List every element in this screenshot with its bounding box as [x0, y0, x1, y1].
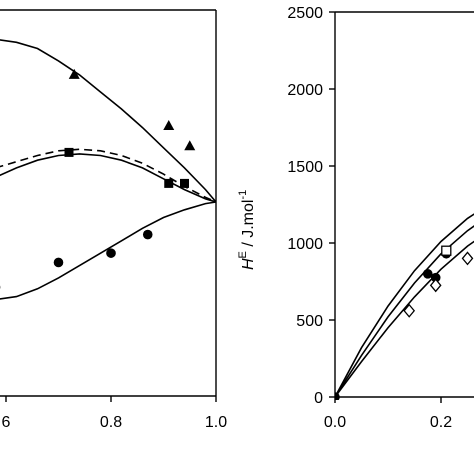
right-series-2-point-1 [441, 245, 452, 256]
right-series-3-point-2 [429, 278, 442, 293]
left-series-1-point-1 [68, 68, 80, 79]
right-y-axis-label: HE / J.mol-1 [237, 190, 257, 270]
right-y-tick-label-3: 1000 [287, 236, 323, 253]
left-series-1-point-3 [184, 140, 196, 151]
ylabel-symbol: H [240, 258, 257, 270]
left-series-2-point-1 [64, 147, 74, 157]
left-plot-area [0, 39, 216, 300]
right-series-3-point-1 [403, 303, 416, 318]
right-plot-area [335, 213, 474, 400]
left-series-2-point-3 [180, 178, 189, 188]
right-y-tick-label-6: 2500 [287, 5, 323, 22]
right-x-tick-label-2: 0.2 [430, 414, 452, 431]
right-series-4-curve [335, 213, 474, 398]
left-series-4-curve [0, 201, 216, 300]
ylabel-unit-superscript: -1 [237, 190, 249, 200]
left-panel: .6 0.8 1.0 [0, 9, 227, 431]
left-x-tick-label-1: .6 [0, 414, 10, 431]
right-series-1-point-3 [430, 272, 441, 283]
right-y-tick-label-5: 2000 [287, 82, 323, 99]
right-y-tick-label-1: 0 [314, 390, 323, 407]
left-x-tick-label-3: 1.0 [205, 414, 227, 431]
right-series-5-curve [335, 225, 474, 398]
left-series-2-point-2 [164, 178, 174, 188]
left-series-1-point-2 [163, 120, 175, 131]
right-y-tick-label-2: 500 [296, 313, 323, 330]
ylabel-unit: / J.mol [240, 200, 257, 252]
ylabel-superscript: E [237, 251, 249, 258]
right-panel: 0 500 1000 1500 2000 2500 0.0 0.2 [287, 5, 474, 431]
left-series-2-curve [0, 153, 216, 203]
right-series-6-curve [335, 240, 474, 398]
right-series-1-point-2 [422, 269, 433, 279]
left-series-1-curve [0, 39, 216, 203]
left-series-4-point-2 [53, 257, 64, 268]
right-series-1-point-1 [335, 392, 340, 400]
right-y-tick-label-4: 1500 [287, 159, 323, 176]
left-series-4-point-3 [106, 248, 116, 258]
right-series-3-point-3 [461, 251, 474, 266]
left-x-tick-label-2: 0.8 [100, 414, 122, 431]
right-x-tick-label-1: 0.0 [324, 414, 346, 431]
left-series-3-curve [0, 148, 216, 203]
left-series-4-point-4 [142, 229, 153, 240]
